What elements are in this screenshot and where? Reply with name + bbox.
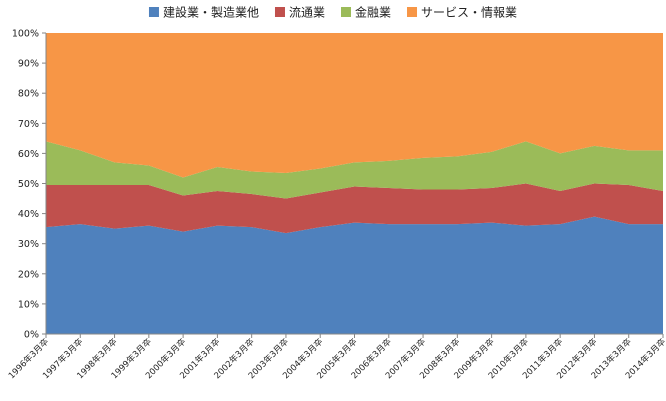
legend-item: 建設業・製造業他 bbox=[148, 5, 259, 20]
legend-label: サービス・情報業 bbox=[421, 6, 517, 20]
y-tick-label: 40% bbox=[18, 209, 39, 220]
legend-swatch bbox=[274, 7, 285, 17]
y-tick-label: 60% bbox=[18, 149, 39, 160]
legend-swatch bbox=[341, 7, 351, 17]
y-tick-label: 100% bbox=[12, 29, 39, 40]
legend-item: 流通業 bbox=[274, 6, 325, 20]
area-series-2 bbox=[46, 183, 663, 234]
y-axis: 0% 10% 20% 30% 40% 50% 60% 70% 80% 90% 100% bbox=[12, 29, 47, 341]
x-axis: 1996年3月卒1997年3月卒1998年3月卒1999年3月卒2000年3月卒… bbox=[6, 333, 666, 381]
legend-swatch bbox=[407, 7, 418, 17]
y-tick-label: 90% bbox=[18, 59, 39, 70]
area-series-4 bbox=[46, 33, 663, 178]
y-tick-label: 50% bbox=[18, 179, 39, 190]
legend-label: 流通業 bbox=[289, 6, 325, 20]
area-series-3 bbox=[46, 141, 663, 199]
legend-item: サービス・情報業 bbox=[407, 6, 517, 20]
legend-label: 建設業・製造業他 bbox=[163, 5, 259, 20]
legend-label: 金融業 bbox=[355, 5, 391, 20]
legend-swatch bbox=[148, 7, 159, 17]
y-tick-label: 30% bbox=[18, 239, 39, 250]
legend-item: 金融業 bbox=[341, 5, 391, 20]
series-areas bbox=[46, 33, 663, 334]
legend: 建設業・製造業他 流通業 金融業 サービス・情報業 bbox=[148, 5, 517, 20]
y-tick-label: 10% bbox=[18, 299, 39, 310]
y-tick-label: 70% bbox=[18, 119, 39, 130]
y-tick-label: 80% bbox=[18, 89, 39, 100]
area-series-1 bbox=[46, 216, 663, 334]
y-tick-label: 20% bbox=[18, 269, 39, 280]
y-tick-label: 0% bbox=[24, 330, 39, 341]
